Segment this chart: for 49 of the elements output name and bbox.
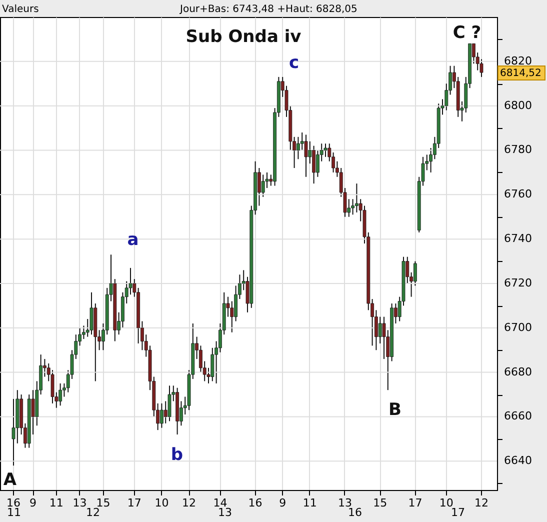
y-tick-label: 6760 <box>504 188 532 201</box>
y-tick-label: 6740 <box>504 232 532 246</box>
candlestick <box>378 316 382 344</box>
text: 17 <box>451 506 465 519</box>
x-tick-label: 11 <box>49 496 64 510</box>
y-tick-label: 6720 <box>504 276 532 290</box>
x-tick-label: 9 <box>279 496 286 510</box>
candlestick <box>354 183 358 213</box>
annotation: b <box>170 445 184 465</box>
x-tick-label: 17 <box>127 496 142 510</box>
candlestick <box>261 174 265 198</box>
candlestick <box>304 134 308 178</box>
y-tick-label: 6680 <box>504 365 532 378</box>
x-tick-label: 9 <box>30 496 37 510</box>
annotation: C ? <box>452 23 482 43</box>
candlestick <box>312 145 316 184</box>
y-tick-label: 6640 <box>504 454 532 468</box>
text: 13 <box>218 506 232 519</box>
candlestick <box>210 347 214 382</box>
annotation: c <box>288 53 300 73</box>
candlestick <box>296 136 300 160</box>
x-tick-label: 17 <box>408 496 422 510</box>
x-tick-label: 12 <box>182 496 196 510</box>
x-tick-label: 10 <box>154 496 169 510</box>
text: 6814,52 <box>500 68 542 79</box>
candlestick <box>58 382 62 406</box>
text: 12 <box>86 506 100 519</box>
annotation: B <box>388 400 402 420</box>
candlestick <box>324 143 328 158</box>
y-tick-label: 6700 <box>504 320 532 334</box>
candlestick <box>160 402 164 428</box>
annotation: a <box>127 230 139 250</box>
annotation: A <box>3 470 18 490</box>
text: Jour+Bas: 6743,48 +Haut: 6828,05 <box>179 4 358 15</box>
x-tick-label: 12 <box>474 496 488 510</box>
y-tick-label: 6800 <box>504 98 532 112</box>
y-tick-label: 6820 <box>504 54 532 68</box>
y-tick-label: 6660 <box>504 410 532 423</box>
x-tick-label: 16 <box>248 496 262 510</box>
candlestick <box>90 292 94 336</box>
candlestick <box>168 385 172 422</box>
x-tick-label: 10 <box>439 496 454 510</box>
x-tick-label: 13 <box>72 496 87 510</box>
y-tick-label: 6780 <box>504 143 532 156</box>
candlestick <box>258 168 261 206</box>
x-tick-label: 15 <box>373 496 388 510</box>
text: Sub Onda iv <box>186 27 302 47</box>
text: Valeurs <box>2 4 39 15</box>
x-tick-label: 11 <box>302 496 317 510</box>
